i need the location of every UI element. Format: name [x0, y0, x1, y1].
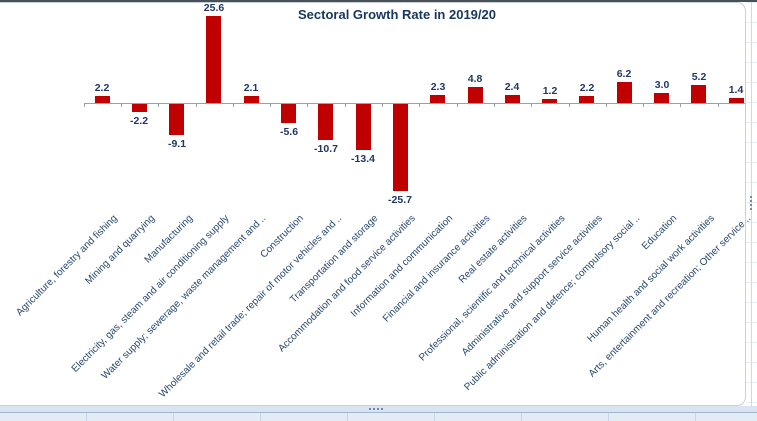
category-label: Administrative and support service activ…	[459, 213, 605, 358]
bar-value-label: 2.1	[243, 81, 259, 94]
axis-tick	[121, 103, 122, 107]
axis-tick	[494, 103, 495, 107]
category-label: Real estate activities	[457, 213, 530, 286]
bar-value-label: -2.2	[129, 114, 149, 127]
bar-14[interactable]	[617, 81, 632, 103]
chart-object[interactable]	[0, 2, 746, 406]
bar-value-label: -9.1	[167, 137, 187, 150]
axis-tick	[606, 103, 607, 107]
axis-tick	[196, 103, 197, 107]
bar-4[interactable]	[244, 95, 259, 103]
bar-value-label: 1.2	[542, 84, 558, 97]
axis-tick	[307, 103, 308, 107]
bar-value-label: 1.4	[728, 84, 744, 97]
bar-1[interactable]	[132, 104, 147, 112]
bar-2[interactable]	[169, 104, 184, 135]
bar-9[interactable]	[430, 95, 445, 103]
axis-tick	[718, 103, 719, 107]
bar-value-label: -13.4	[351, 152, 375, 165]
axis-tick	[457, 103, 458, 107]
bar-13[interactable]	[579, 95, 594, 103]
bar-value-label: -5.6	[279, 126, 299, 138]
bar-3[interactable]	[206, 16, 221, 103]
axis-tick	[569, 103, 570, 107]
bar-value-label: 25.6	[203, 2, 225, 14]
bar-10[interactable]	[468, 86, 483, 103]
bar-6[interactable]	[318, 104, 333, 141]
axis-tick	[531, 103, 532, 107]
sheet-row-band	[0, 413, 757, 421]
bar-value-label: -25.7	[388, 194, 412, 207]
window-top-edge	[0, 0, 757, 2]
axis-tick	[643, 103, 644, 107]
axis-tick	[382, 103, 383, 107]
axis-tick	[680, 103, 681, 107]
bar-value-label: 6.2	[616, 67, 632, 80]
resize-handle-dots-bottom[interactable]	[369, 408, 383, 410]
bar-value-label: 5.2	[691, 71, 707, 84]
category-label: Mining and quarrying	[82, 213, 157, 287]
bar-value-label: 3.0	[654, 78, 670, 91]
bar-15[interactable]	[654, 92, 669, 103]
bar-0[interactable]	[95, 95, 110, 103]
bar-7[interactable]	[356, 104, 371, 150]
axis-tick	[270, 103, 271, 107]
bar-12[interactable]	[542, 98, 557, 103]
category-label: Accommodation and food service activitie…	[276, 213, 418, 355]
bar-11[interactable]	[505, 94, 520, 103]
bar-8[interactable]	[393, 104, 408, 192]
resize-handle-dots-right[interactable]	[750, 196, 752, 210]
chart-title[interactable]: Sectoral Growth Rate in 2019/20	[298, 7, 496, 22]
bar-16[interactable]	[691, 85, 706, 103]
bar-5[interactable]	[281, 104, 296, 123]
bar-value-label: 2.3	[430, 81, 446, 94]
x-axis-line	[84, 103, 745, 104]
bar-value-label: 2.2	[579, 81, 595, 94]
sheet-row-gridline	[0, 412, 757, 413]
bar-value-label: -10.7	[314, 143, 338, 156]
category-label: Public administration and defence; compu…	[461, 213, 642, 393]
bar-17[interactable]	[729, 98, 744, 103]
category-label: Education	[639, 213, 679, 253]
axis-tick	[233, 103, 234, 107]
axis-tick	[84, 103, 85, 107]
axis-tick	[158, 103, 159, 107]
bar-value-label: 2.2	[94, 81, 110, 94]
axis-tick	[419, 103, 420, 107]
bar-value-label: 2.4	[504, 80, 520, 93]
axis-tick	[345, 103, 346, 107]
bar-value-label: 4.8	[467, 72, 483, 85]
